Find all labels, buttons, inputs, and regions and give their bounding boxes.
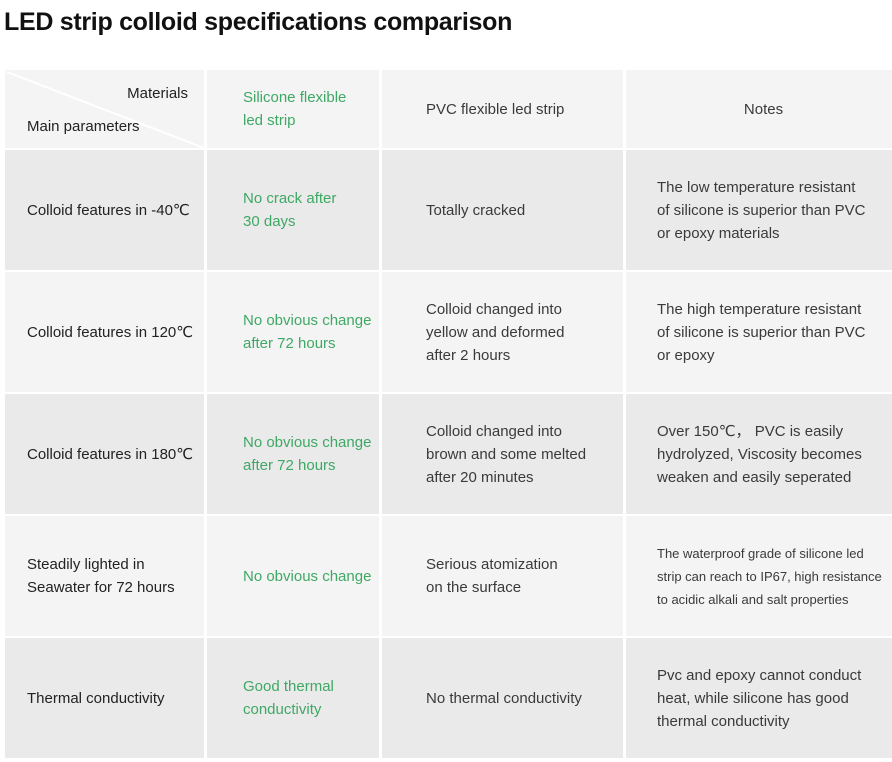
header-notes-label: Notes — [743, 100, 784, 118]
row-5-notes: Pvc and epoxy cannot conduct heat, while… — [626, 638, 892, 758]
param-line: Steadily lighted in — [27, 556, 145, 573]
row-3-param: Colloid features in 180℃ — [5, 394, 204, 514]
header-materials-label: Materials — [127, 85, 188, 102]
comparison-table: Materials Main parameters Silicone flexi… — [5, 70, 892, 758]
notes-line: thermal conductivity — [657, 712, 790, 730]
page-title: LED strip colloid specifications compari… — [4, 8, 513, 36]
param-line: Seawater for 72 hours — [27, 579, 175, 596]
row-1-param: Colloid features in -40℃ — [5, 150, 204, 270]
row-1-notes: The low temperature resistant of silicon… — [626, 150, 892, 270]
notes-line: The high temperature resistant — [657, 300, 862, 318]
header-silicone: Silicone flexible led strip — [207, 70, 379, 148]
header-silicone-line: Silicone flexible — [243, 89, 347, 106]
pvc-line: No thermal conductivity — [426, 689, 582, 707]
notes-line: Pvc and epoxy cannot conduct — [657, 666, 862, 684]
notes-line: The low temperature resistant — [657, 178, 856, 196]
pvc-line: after 2 hours — [426, 346, 511, 364]
silicone-line: conductivity — [243, 701, 322, 718]
row-4-param: Steadily lighted in Seawater for 72 hour… — [5, 516, 204, 636]
row-5-pvc: No thermal conductivity — [382, 638, 623, 758]
row-3-pvc: Colloid changed into brown and some melt… — [382, 394, 623, 514]
row-5-param: Thermal conductivity — [5, 638, 204, 758]
row-4-silicone: No obvious change — [207, 516, 379, 636]
silicone-line: No obvious change — [243, 567, 372, 585]
notes-line: The waterproof grade of silicone led — [657, 545, 864, 561]
row-2-notes: The high temperature resistant of silico… — [626, 272, 892, 392]
pvc-line: brown and some melted — [426, 445, 587, 463]
silicone-line: after 72 hours — [243, 335, 336, 352]
header-silicone-line: led strip — [243, 112, 296, 129]
silicone-line: No crack after — [243, 190, 337, 207]
header-pvc-label: PVC flexible led strip — [426, 100, 565, 118]
notes-line: Over 150℃， PVC is easily — [657, 422, 844, 440]
notes-line: to acidic alkali and salt properties — [657, 591, 849, 607]
pvc-line: on the surface — [426, 579, 522, 596]
notes-line: or epoxy — [657, 346, 715, 364]
row-4-notes: The waterproof grade of silicone led str… — [626, 516, 892, 636]
silicone-line: No obvious change — [243, 434, 372, 451]
silicone-line: Good thermal — [243, 678, 334, 695]
param-line: Thermal conductivity — [27, 689, 165, 707]
pvc-line: yellow and deformed — [426, 323, 565, 341]
row-2-pvc: Colloid changed into yellow and deformed… — [382, 272, 623, 392]
silicone-line: after 72 hours — [243, 457, 336, 474]
row-4-pvc: Serious atomization on the surface — [382, 516, 623, 636]
notes-line: of silicone is superior than PVC — [657, 323, 866, 341]
diagonal-divider — [6, 71, 204, 148]
param-line: Colloid features in 120℃ — [27, 323, 194, 341]
row-5-silicone: Good thermal conductivity — [207, 638, 379, 758]
pvc-line: Serious atomization — [426, 556, 558, 573]
row-3-notes: Over 150℃， PVC is easily hydrolyzed, Vis… — [626, 394, 892, 514]
row-1-silicone: No crack after 30 days — [207, 150, 379, 270]
notes-line: strip can reach to IP67, high resistance — [657, 568, 882, 584]
silicone-line: 30 days — [243, 213, 296, 230]
notes-line: or epoxy materials — [657, 224, 780, 242]
notes-line: heat, while silicone has good — [657, 689, 849, 707]
pvc-line: after 20 minutes — [426, 468, 534, 486]
row-2-param: Colloid features in 120℃ — [5, 272, 204, 392]
row-3-silicone: No obvious change after 72 hours — [207, 394, 379, 514]
param-line: Colloid features in 180℃ — [27, 445, 194, 463]
row-1-pvc: Totally cracked — [382, 150, 623, 270]
notes-line: of silicone is superior than PVC — [657, 201, 866, 219]
header-main-parameters-label: Main parameters — [27, 118, 140, 135]
notes-line: weaken and easily seperated — [657, 468, 852, 486]
param-line: Colloid features in -40℃ — [27, 201, 190, 219]
pvc-line: Totally cracked — [426, 201, 526, 219]
notes-line: hydrolyzed, Viscosity becomes — [657, 445, 862, 463]
header-notes: Notes — [626, 70, 892, 148]
header-corner-cell: Materials Main parameters — [5, 70, 204, 148]
header-pvc: PVC flexible led strip — [382, 70, 623, 148]
row-2-silicone: No obvious change after 72 hours — [207, 272, 379, 392]
pvc-line: Colloid changed into — [426, 300, 562, 318]
pvc-line: Colloid changed into — [426, 422, 562, 440]
silicone-line: No obvious change — [243, 312, 372, 329]
